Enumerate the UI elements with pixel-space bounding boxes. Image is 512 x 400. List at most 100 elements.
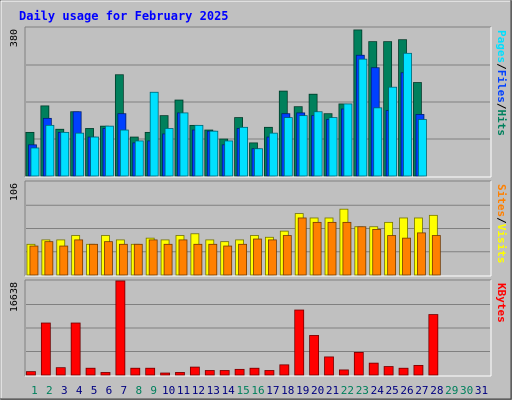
- day-axis: 1 2 3 4 5 6 7 8 9 10 11 12 13 14 15 16 17 18 19 20 21 22 23 24 2…: [31, 384, 488, 397]
- bar-kbytes-day-26: [398, 367, 409, 376]
- bar-sites-day-27: [417, 232, 426, 276]
- bar-kbytes-day-21: [324, 356, 334, 376]
- bar-pages-day-16: [254, 148, 263, 177]
- legend-entry: /: [495, 63, 508, 70]
- bar-sites-day-10: [163, 243, 173, 276]
- bar-kbytes-day-7: [115, 280, 126, 376]
- series-legend: Sites/Visits: [495, 184, 508, 264]
- bar-pages-day-26: [403, 52, 412, 177]
- day-label-10: 10: [162, 384, 175, 397]
- bar-sites-day-18: [282, 235, 292, 276]
- y-axis-max-label: 106: [9, 183, 20, 201]
- bar-kbytes-day-11: [175, 372, 185, 376]
- day-label-7: 7: [121, 384, 128, 397]
- legend-entry: Files: [495, 70, 508, 103]
- series-sites: [29, 217, 441, 276]
- day-label-24: 24: [371, 384, 385, 397]
- day-label-8: 8: [135, 384, 142, 397]
- bar-sites-day-12: [193, 243, 203, 276]
- bar-kbytes-day-3: [55, 367, 66, 376]
- bar-pages-day-1: [30, 147, 40, 177]
- bar-sites-day-22: [342, 221, 352, 276]
- day-label-11: 11: [177, 384, 190, 397]
- day-label-22: 22: [341, 384, 354, 397]
- bar-kbytes-day-10: [160, 372, 170, 376]
- bar-kbytes-day-27: [413, 364, 424, 376]
- day-label-6: 6: [106, 384, 113, 397]
- bar-kbytes-day-23: [353, 352, 364, 376]
- bar-sites-day-24: [372, 228, 382, 276]
- chart-panel-3: 16638 KBytes: [9, 279, 508, 377]
- bar-pages-day-14: [224, 140, 234, 177]
- day-label-15: 15: [236, 384, 249, 397]
- bar-pages-day-21: [328, 117, 338, 177]
- bar-kbytes-day-12: [189, 366, 200, 376]
- bar-sites-day-16: [253, 238, 262, 276]
- day-label-14: 14: [222, 384, 236, 397]
- bar-pages-day-13: [209, 130, 219, 177]
- day-label-5: 5: [91, 384, 98, 397]
- bar-kbytes-day-18: [279, 364, 290, 376]
- bar-pages-day-18: [283, 117, 293, 177]
- bar-pages-day-4: [75, 132, 85, 177]
- bar-pages-day-22: [343, 103, 353, 177]
- series-legend: Pages/Files/Hits: [495, 30, 508, 136]
- legend-entry: /: [495, 103, 508, 110]
- bar-pages-day-12: [194, 124, 204, 177]
- chart-panel-1: 380 Pages/Files/Hits: [9, 26, 508, 178]
- bar-pages-day-23: [358, 58, 368, 177]
- day-label-23: 23: [356, 384, 369, 397]
- day-label-30: 30: [460, 384, 473, 397]
- day-label-28: 28: [430, 384, 443, 397]
- bar-kbytes-day-19: [294, 309, 305, 376]
- legend-entry: Pages: [495, 30, 508, 63]
- day-label-18: 18: [281, 384, 294, 397]
- bar-pages-day-20: [313, 111, 323, 177]
- bar-pages-day-9: [149, 91, 159, 177]
- bar-pages-day-10: [164, 128, 174, 177]
- bar-kbytes-day-28: [428, 314, 439, 376]
- bar-kbytes-day-13: [204, 370, 215, 376]
- bar-pages-day-7: [119, 129, 129, 177]
- bar-kbytes-day-2: [40, 322, 51, 376]
- legend-entry: Sites: [495, 184, 508, 217]
- bar-sites-day-21: [327, 221, 337, 276]
- day-label-1: 1: [31, 384, 38, 397]
- bar-sites-day-14: [223, 245, 233, 276]
- bar-sites-day-15: [238, 243, 247, 276]
- bar-pages-day-8: [134, 140, 144, 177]
- bar-pages-day-3: [60, 131, 70, 177]
- day-label-12: 12: [192, 384, 205, 397]
- bar-kbytes-day-17: [264, 370, 275, 376]
- bar-pages-day-24: [373, 107, 383, 177]
- day-label-13: 13: [207, 384, 220, 397]
- series-legend: KBytes: [495, 283, 508, 323]
- day-label-17: 17: [266, 384, 279, 397]
- bar-sites-day-7: [118, 243, 128, 276]
- bar-sites-day-17: [268, 239, 277, 276]
- bar-sites-day-9: [148, 239, 158, 276]
- bar-sites-day-23: [357, 226, 367, 276]
- day-label-25: 25: [386, 384, 399, 397]
- bar-kbytes-day-20: [309, 335, 320, 376]
- bar-kbytes-day-4: [70, 322, 81, 376]
- bar-pages-day-6: [105, 125, 114, 177]
- bar-sites-day-3: [59, 245, 69, 276]
- bar-pages-day-2: [45, 124, 55, 177]
- day-label-31: 31: [475, 384, 488, 397]
- legend-entry: Hits: [495, 110, 508, 137]
- chart-title: Daily usage for February 2025: [19, 9, 229, 23]
- bar-kbytes-day-22: [339, 369, 349, 376]
- bar-kbytes-day-24: [368, 362, 379, 376]
- day-label-3: 3: [61, 384, 68, 397]
- day-label-29: 29: [445, 384, 458, 397]
- day-label-4: 4: [76, 384, 83, 397]
- day-label-16: 16: [251, 384, 264, 397]
- day-label-9: 9: [150, 384, 157, 397]
- legend-entry: Visits: [495, 224, 508, 264]
- day-label-27: 27: [415, 384, 428, 397]
- day-label-2: 2: [46, 384, 53, 397]
- bar-sites-day-4: [74, 239, 84, 276]
